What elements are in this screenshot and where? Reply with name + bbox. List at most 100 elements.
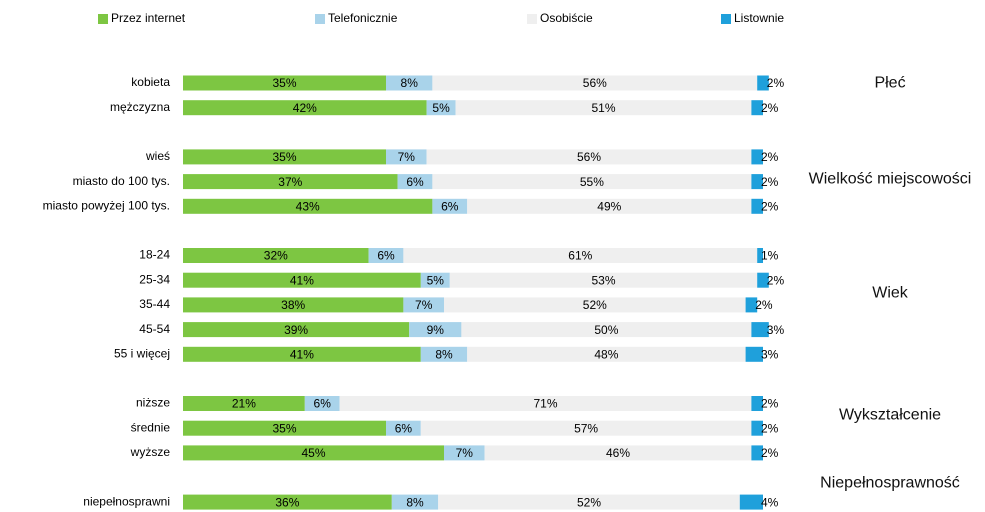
bar-segment xyxy=(461,322,752,338)
data-label: 2% xyxy=(767,273,785,287)
data-label: 32% xyxy=(264,249,288,263)
bar-segment xyxy=(183,100,427,116)
data-label: 35% xyxy=(272,76,296,90)
legend-swatch xyxy=(315,14,325,24)
group-label: Niepełnosprawność xyxy=(820,474,960,492)
data-label: 42% xyxy=(293,101,317,115)
bar-segment xyxy=(739,494,763,510)
bar-segment xyxy=(444,297,746,313)
bar-segment xyxy=(751,100,763,116)
category-label: 35-44 xyxy=(139,297,170,311)
data-label: 55% xyxy=(580,175,604,189)
data-label: 35% xyxy=(272,421,296,435)
bar-segment xyxy=(751,149,763,165)
data-label: 38% xyxy=(281,298,305,312)
data-label: 7% xyxy=(398,150,416,164)
data-label: 6% xyxy=(395,421,413,435)
data-label: 51% xyxy=(591,101,615,115)
data-label: 8% xyxy=(435,347,453,361)
bar-segment xyxy=(409,322,462,338)
bar-segment xyxy=(444,445,485,461)
group-label: Wiek xyxy=(872,284,908,302)
legend-swatch xyxy=(721,14,731,24)
bar-segment xyxy=(183,149,386,165)
data-label: 50% xyxy=(594,323,618,337)
data-label: 5% xyxy=(427,273,445,287)
bar-segment xyxy=(751,198,763,214)
bar-segment xyxy=(391,494,439,510)
data-label: 52% xyxy=(583,298,607,312)
category-label: 45-54 xyxy=(139,322,170,336)
data-label: 2% xyxy=(761,397,779,411)
data-label: 61% xyxy=(568,249,592,263)
bar-segment xyxy=(183,396,305,411)
category-label: wieś xyxy=(145,149,170,163)
category-label: mężczyzna xyxy=(110,100,170,114)
data-label: 8% xyxy=(406,495,424,509)
bar-segment xyxy=(467,198,752,214)
legend-label: Przez internet xyxy=(111,11,186,25)
data-label: 5% xyxy=(432,101,450,115)
data-label: 6% xyxy=(314,397,332,411)
data-label: 41% xyxy=(290,347,314,361)
category-label: kobieta xyxy=(131,75,170,89)
bar-segment xyxy=(403,297,444,313)
bar-segment xyxy=(751,174,763,190)
data-label: 36% xyxy=(275,495,299,509)
data-label: 39% xyxy=(284,323,308,337)
bar-segment xyxy=(751,322,769,338)
data-label: 35% xyxy=(272,150,296,164)
bar-segment xyxy=(751,396,763,411)
bar-segment xyxy=(751,420,763,436)
data-label: 37% xyxy=(278,175,302,189)
data-label: 45% xyxy=(301,446,325,460)
group-label: Wykształcenie xyxy=(838,406,942,424)
data-label: 4% xyxy=(761,495,779,509)
data-label: 2% xyxy=(761,150,779,164)
data-label: 2% xyxy=(755,298,773,312)
data-label: 6% xyxy=(406,175,424,189)
data-label: 46% xyxy=(606,446,630,460)
data-label: 49% xyxy=(597,199,621,213)
data-label: 56% xyxy=(583,76,607,90)
data-label: 6% xyxy=(441,199,459,213)
data-label: 7% xyxy=(415,298,433,312)
bar-segment xyxy=(403,248,758,263)
data-label: 6% xyxy=(377,249,395,263)
category-label: miasto powyżej 100 tys. xyxy=(43,198,170,212)
group-label: Płeć xyxy=(874,74,906,92)
bar-segment xyxy=(397,174,433,190)
category-label: 18-24 xyxy=(139,248,170,262)
data-label: 2% xyxy=(761,421,779,435)
bar-segment xyxy=(432,75,758,91)
category-label: miasto do 100 tys. xyxy=(73,174,170,188)
bar-segment xyxy=(757,75,769,91)
category-label: niższe xyxy=(136,396,170,410)
category-label: wyższe xyxy=(130,445,171,459)
data-label: 21% xyxy=(232,397,256,411)
bar-segment xyxy=(183,297,404,313)
bar-segment xyxy=(386,75,433,91)
bar-segment xyxy=(183,198,433,214)
bar-segment xyxy=(183,322,410,338)
bar-segment xyxy=(432,174,752,190)
data-label: 2% xyxy=(761,199,779,213)
bar-segment xyxy=(386,420,421,436)
bar-segment xyxy=(449,272,758,288)
data-label: 2% xyxy=(767,76,785,90)
data-label: 9% xyxy=(427,323,445,337)
legend-label: Telefonicznie xyxy=(328,11,398,25)
category-label: niepełnosprawni xyxy=(83,494,170,508)
bar-segment xyxy=(426,149,752,165)
bar-segment xyxy=(426,100,456,116)
bar-segment xyxy=(745,297,758,313)
data-label: 52% xyxy=(577,495,601,509)
data-label: 53% xyxy=(591,273,615,287)
bar-segment xyxy=(183,248,369,263)
bar-segment xyxy=(183,272,421,288)
bar-segment xyxy=(757,272,769,288)
bar-segment xyxy=(183,494,392,510)
bar-segment xyxy=(386,149,427,165)
